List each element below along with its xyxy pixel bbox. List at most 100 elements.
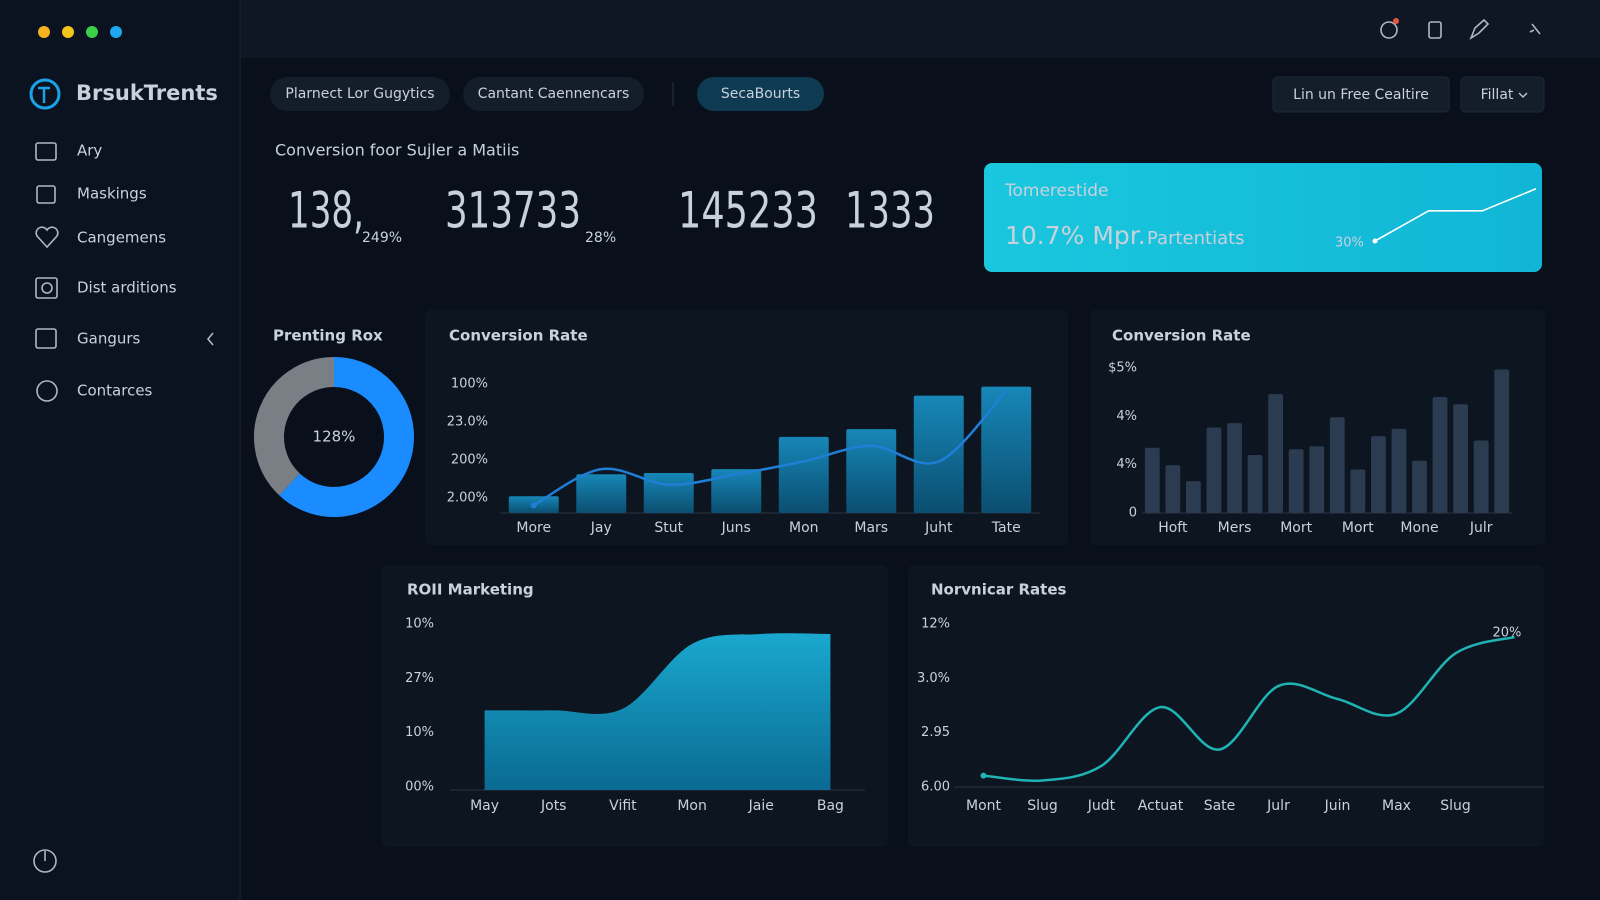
tab-label: Cantant Caennencars <box>478 86 630 102</box>
tab-label: SecaBourts <box>721 86 800 102</box>
x-axis-label: Mars <box>854 520 888 536</box>
x-axis-label: Jots <box>540 798 566 814</box>
x-axis-label: Mort <box>1342 520 1374 536</box>
y-axis-label: 23.0% <box>447 415 488 430</box>
x-axis-label: Jay <box>590 520 612 536</box>
panel <box>908 565 1544 847</box>
bar <box>643 473 694 513</box>
y-axis-label: $5% <box>1108 361 1137 376</box>
bar <box>1391 428 1407 513</box>
y-axis-label: 27% <box>405 671 434 686</box>
tab[interactable] <box>697 77 824 111</box>
y-axis-label: 0 <box>1129 506 1137 521</box>
kpi-value: 145233 <box>678 182 818 240</box>
nav-item: Maskings <box>77 185 147 203</box>
x-axis-label: Juin <box>1324 798 1351 814</box>
nav-item: Contarces <box>77 382 153 400</box>
line <box>983 635 1515 783</box>
kpi-value: 313733 <box>445 182 581 240</box>
kpi-value: 1333 <box>845 182 935 240</box>
y-axis-label: 100% <box>451 377 488 392</box>
bar <box>711 469 762 513</box>
nav-item: Cangemens <box>77 229 166 247</box>
x-axis-label: Sate <box>1204 798 1236 814</box>
y-axis-label: 200% <box>451 453 488 468</box>
bar <box>1227 423 1242 513</box>
brand-logo <box>29 78 61 110</box>
nav-item: Dist arditions <box>77 279 177 297</box>
x-axis-label: Mone <box>1400 520 1438 536</box>
x-axis-label: More <box>516 520 551 536</box>
tab[interactable] <box>463 77 644 111</box>
x-axis-label: Vifit <box>609 798 637 814</box>
x-axis-label: Juht <box>924 520 953 536</box>
x-axis-label: Hoft <box>1158 520 1188 536</box>
x-axis-label: Mort <box>1280 520 1312 536</box>
top-bar <box>240 0 1600 58</box>
x-axis-label: Actuat <box>1138 798 1184 814</box>
top-icons[interactable] <box>1380 18 1541 40</box>
action-button[interactable] <box>1460 76 1545 113</box>
spark-point <box>1372 238 1378 244</box>
chart-title: ROII Marketing <box>407 581 534 599</box>
nav-icons <box>33 142 214 873</box>
bar <box>1185 481 1201 513</box>
donut-center-label: 128% <box>313 428 356 446</box>
bar <box>1247 455 1263 513</box>
chart-title: Conversion Rate <box>449 327 588 345</box>
bar <box>981 386 1032 513</box>
bar <box>1412 460 1427 513</box>
x-axis-label: Bag <box>817 798 844 814</box>
area <box>484 633 831 790</box>
x-axis-label: May <box>470 798 499 814</box>
bar <box>1144 447 1160 513</box>
bar <box>1165 465 1181 513</box>
x-axis-label: Max <box>1382 798 1411 814</box>
bar <box>1329 417 1345 513</box>
tab[interactable] <box>270 77 450 111</box>
nav-item: Ary <box>77 142 102 160</box>
x-axis-label: Judt <box>1087 798 1116 814</box>
bar <box>1206 427 1222 513</box>
bar <box>1432 397 1448 513</box>
bar <box>1494 369 1510 513</box>
x-axis-label: Slug <box>1440 798 1471 814</box>
kpi-change: 249% <box>362 230 402 246</box>
x-axis-label: Mers <box>1218 520 1252 536</box>
x-axis-label: Tate <box>991 520 1021 536</box>
y-axis-label: 2.00% <box>447 491 488 506</box>
y-axis-label: 00% <box>405 780 434 795</box>
x-axis-label: Mon <box>677 798 707 814</box>
y-axis-label: 10% <box>405 725 434 740</box>
action-button[interactable] <box>1272 76 1450 113</box>
section-title: Conversion foor Sujler a Matiis <box>275 141 519 160</box>
highlight-card <box>984 163 1542 272</box>
bar <box>778 436 829 513</box>
x-axis-label: Julr <box>1266 798 1290 814</box>
bar <box>1473 440 1489 513</box>
x-axis-label: Julr <box>1469 520 1493 536</box>
kpi-value: 138, <box>288 182 364 240</box>
card-value: 10.7% Mpr. <box>1005 221 1146 250</box>
bar <box>1309 446 1325 513</box>
line-point <box>980 772 987 779</box>
end-label: 20% <box>1493 626 1522 641</box>
sparkline <box>1374 188 1537 242</box>
spark-label: 30% <box>1335 236 1364 251</box>
dropdown-caret <box>1518 92 1528 99</box>
donut-segment <box>279 357 414 517</box>
nav-item: Gangurs <box>77 330 141 348</box>
window-dots <box>38 26 122 38</box>
line <box>533 389 1008 507</box>
y-axis-label: 6.00 <box>921 780 950 795</box>
x-axis-label: Slug <box>1027 798 1058 814</box>
x-axis-label: Stut <box>654 520 683 536</box>
y-axis-label: 3.0% <box>917 671 950 686</box>
y-axis-label: 4% <box>1116 457 1137 472</box>
x-axis-label: Jaie <box>748 798 774 814</box>
chart-title: Norvnicar Rates <box>931 581 1067 599</box>
donut-segment <box>254 357 335 496</box>
card-subtitle: Partentiats <box>1147 228 1245 249</box>
line-point <box>530 502 537 509</box>
